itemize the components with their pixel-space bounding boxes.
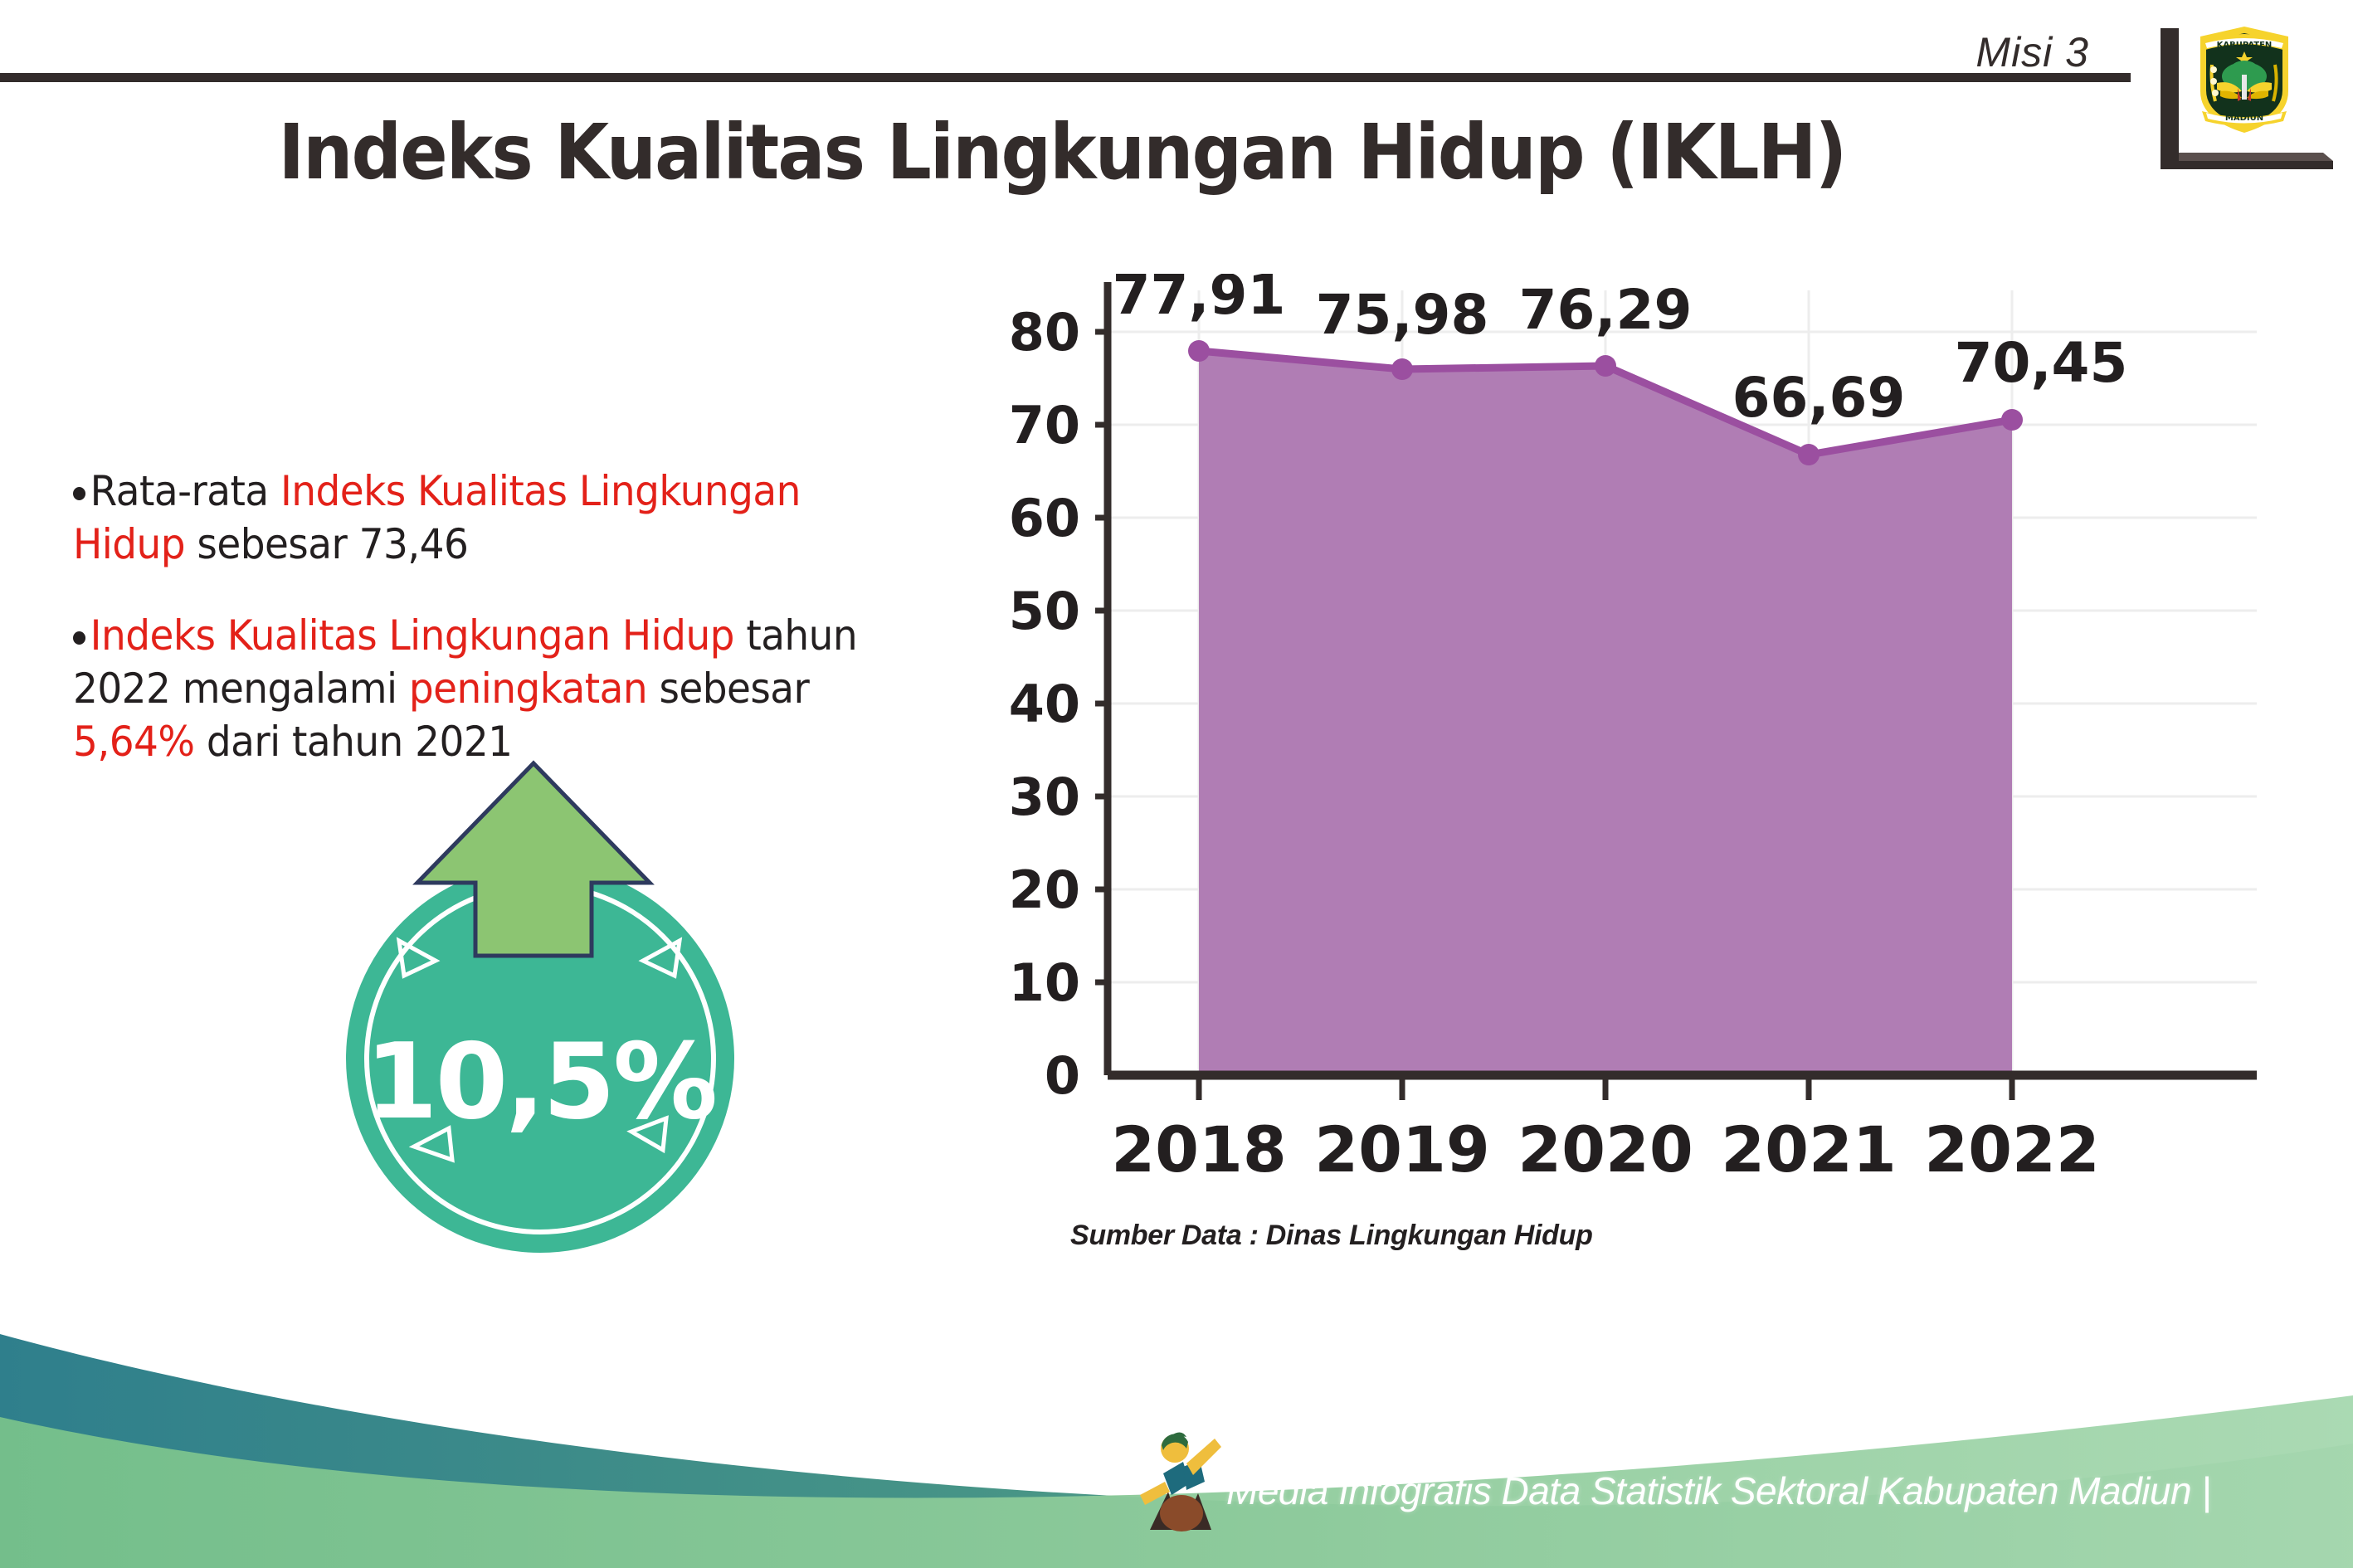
badge-value: 10,5% [364, 1020, 718, 1142]
chart-marker-2018 [1188, 340, 1210, 362]
bullet-item-average: Rata-rata Indeks Kualitas Lingkungan Hid… [73, 465, 899, 571]
chart-y-ticks [1095, 329, 1108, 986]
y-tick-label-40: 40 [1009, 674, 1080, 734]
data-label-2022: 70,45 [1955, 331, 2128, 395]
y-tick-label-10: 10 [1009, 952, 1080, 1013]
x-tick-label-2018: 2018 [1111, 1113, 1287, 1186]
x-tick-label-2020: 2020 [1518, 1113, 1693, 1186]
bullet-text-2-part-3: peningkatan [408, 665, 648, 713]
bullet-text-2-part-2: tahun 2022 mengalami [73, 611, 858, 713]
footer-wave-light [0, 1395, 2353, 1568]
chart-marker-2021 [1798, 444, 1820, 465]
data-label-2021: 66,69 [1732, 366, 1906, 430]
chart-markers [1188, 340, 2023, 465]
media-infografis-figure-icon [1140, 1432, 1221, 1531]
bullet-text-2-part-4: sebesar [647, 665, 810, 713]
bullet-dot-icon [73, 487, 86, 500]
y-tick-label-70: 70 [1009, 395, 1080, 455]
chart-y-tick-labels: 80 70 60 50 40 30 20 10 0 [1009, 302, 1080, 1106]
data-label-2019: 75,98 [1316, 283, 1489, 347]
arrow-tick-top-right-icon [638, 937, 683, 979]
page-title: Indeks Kualitas Lingkungan Hidup (IKLH) [278, 108, 1847, 197]
footer-wave [0, 1334, 2353, 1568]
up-arrow-icon [412, 760, 655, 958]
kabupaten-madiun-emblem: KABUPATEN MADIUN [2200, 27, 2288, 133]
bullet-text-2-part-5: 5,64% [73, 718, 195, 766]
bullet-item-increase: Indeks Kualitas Lingkungan Hidup tahun 2… [73, 609, 899, 768]
bullet-list: Rata-rata Indeks Kualitas Lingkungan Hid… [73, 465, 952, 806]
badge-decorations [396, 760, 683, 1163]
bullet-text-1-part-3: sebesar 73,46 [185, 520, 469, 568]
chart-data-labels: 77,91 75,98 76,29 66,69 70,45 [1113, 274, 2128, 430]
x-tick-label-2021: 2021 [1721, 1113, 1897, 1186]
chart-source-note: Sumber Data : Dinas Lingkungan Hidup [1070, 1220, 1593, 1251]
x-tick-label-2022: 2022 [1924, 1113, 2100, 1186]
bullet-dot-icon [73, 631, 86, 645]
chart-marker-2019 [1391, 358, 1413, 380]
x-tick-label-2019: 2019 [1314, 1113, 1490, 1186]
chart-area-fill [1199, 351, 2012, 1075]
arrow-tick-bottom-right-icon [626, 1115, 669, 1154]
chart-x-ticks [1196, 1075, 2015, 1100]
y-tick-label-0: 0 [1045, 1045, 1080, 1106]
bullet-text-1-part-2: Indeks Kualitas Lingkungan Hidup [73, 467, 801, 568]
footer-caption: Media Infografis Data Statistik Sektoral… [1226, 1469, 2211, 1512]
arrow-tick-top-left-icon [396, 937, 441, 979]
chart-marker-2022 [2001, 409, 2023, 431]
arrow-tick-bottom-left-icon [408, 1125, 455, 1163]
data-label-2018: 77,91 [1113, 274, 1286, 327]
increase-badge: 10,5% [328, 757, 759, 1253]
iklh-area-chart: 80 70 60 50 40 30 20 10 0 2018 2019 2020… [962, 274, 2257, 1203]
y-tick-label-60: 60 [1009, 488, 1080, 548]
data-label-2020: 76,29 [1519, 278, 1693, 342]
y-tick-label-80: 80 [1009, 302, 1080, 363]
chart-x-tick-labels: 2018 2019 2020 2021 2022 [1111, 1113, 2100, 1186]
chart-marker-2020 [1595, 355, 1616, 377]
y-tick-label-30: 30 [1009, 767, 1080, 827]
mission-label: Misi 3 [1975, 29, 2089, 75]
emblem-top-banner-text: KABUPATEN [2217, 41, 2273, 50]
bullet-text-1-part-1: Rata-rata [90, 467, 280, 515]
logo-bracket-frame [2161, 28, 2333, 169]
y-tick-label-50: 50 [1009, 581, 1080, 641]
header-divider-line [0, 73, 2131, 82]
emblem-bottom-banner-text: MADIUN [2225, 114, 2263, 123]
bullet-text-2-part-1: Indeks Kualitas Lingkungan Hidup [90, 611, 735, 660]
bullet-text-2-part-6: dari tahun 2021 [194, 718, 513, 766]
y-tick-label-20: 20 [1009, 859, 1080, 920]
